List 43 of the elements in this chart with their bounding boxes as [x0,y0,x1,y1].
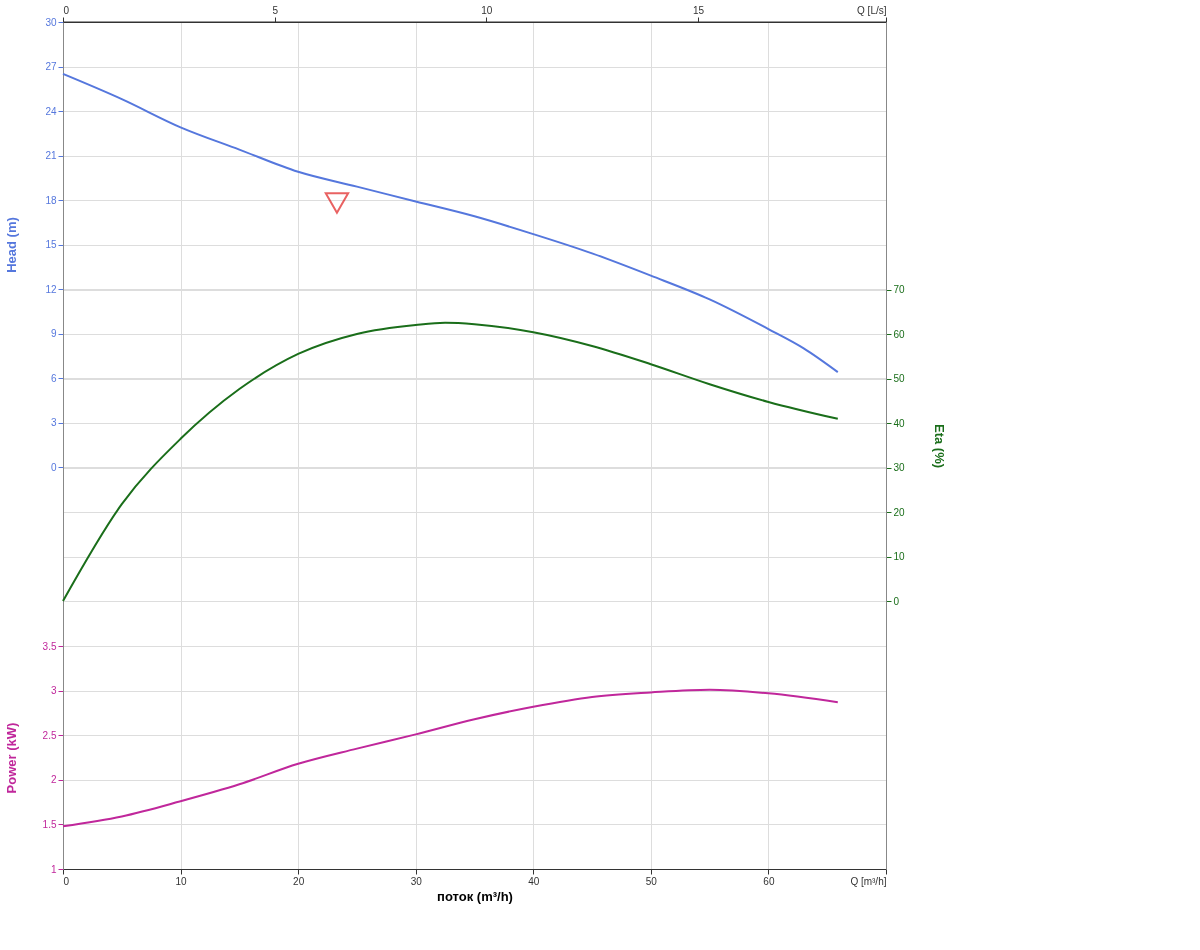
y3-tick-label: 3.5 [42,640,57,652]
y-tick-label: 21 [45,150,57,161]
x2-tick-label: 15 [692,4,705,16]
x-tick-label: 50 [645,875,658,887]
x2-tick-label: Q [L/s] [857,4,887,16]
y-axis-title: Head (m) [3,217,19,273]
x-tick-label: 40 [528,875,540,887]
y2-tick-label: 30 [893,462,906,474]
y-tick-label: 15 [45,239,57,250]
x-tick-label: 0 [63,875,70,887]
line-series [62,321,839,603]
x-tick-label: 20 [293,875,305,887]
y-tick-label: 12 [45,283,57,295]
y-tick-label: 9 [50,328,57,340]
y2-tick-label: 60 [893,328,906,340]
y2-tick-label: 50 [893,373,906,385]
y-tick-label: 0 [50,461,57,473]
y-tick-label: 27 [45,61,57,72]
y2-tick-label: 10 [893,551,906,563]
y3-tick-label: 2.5 [42,729,57,741]
y-tick-label: 6 [50,372,57,384]
x-axis-title: поток (m³/h) [437,888,513,904]
x-tick-label: Q [m³/h] [850,875,887,887]
y-tick-label: 3 [50,417,57,429]
y-tick-label: 18 [45,194,57,206]
y2-tick-label: 0 [893,595,900,607]
x-tick-label: 60 [763,875,775,887]
y2-tick-label: 20 [893,506,906,518]
y2-tick-label: 40 [893,417,906,429]
x2-tick-label: 0 [63,4,70,16]
y3-tick-label: 2 [50,774,57,786]
x-tick-label: 10 [175,875,188,887]
y-tick-label: 30 [45,16,57,28]
x-tick-label: 30 [410,875,423,887]
x2-tick-label: 10 [481,4,493,16]
y2-axis-title: Eta (%) [931,423,947,469]
y3-tick-label: 1.5 [42,818,57,830]
y3-tick-label: 1 [50,863,57,875]
y2-tick-label: 70 [893,284,906,296]
x2-tick-label: 5 [272,4,279,16]
y-tick-label: 24 [45,105,57,117]
y3-axis-title: Power (kW) [3,722,19,794]
line-series [62,72,839,374]
